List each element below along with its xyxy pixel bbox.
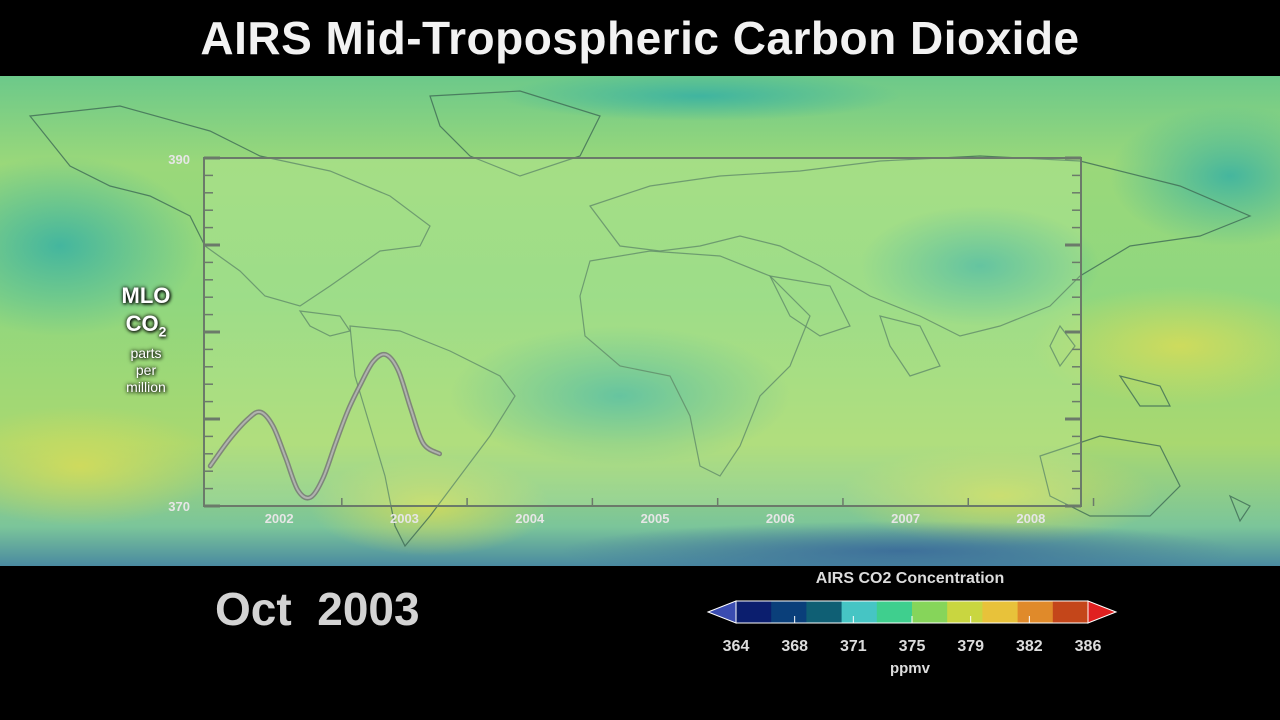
x-tick-label: 2003 bbox=[390, 511, 419, 526]
y-title-mlo: MLO bbox=[121, 283, 171, 308]
colorbar-tick-label: 371 bbox=[840, 638, 867, 655]
colorbar-segment bbox=[806, 601, 843, 623]
colorbar-segment bbox=[841, 601, 878, 623]
co2-map-image: 390 370 2002 2003 2004 2005 2006 2007 2008 bbox=[0, 76, 1280, 566]
colorbar-segment bbox=[947, 601, 983, 623]
colorbar-tick-label: 379 bbox=[957, 638, 984, 655]
colorbar-units: ppmv bbox=[889, 660, 930, 677]
colorbar-segment bbox=[1052, 601, 1089, 623]
y-title-million: million bbox=[126, 379, 166, 396]
y-title-co2: CO2 bbox=[125, 311, 167, 340]
colorbar-low-arrow bbox=[706, 600, 737, 624]
mlo-co2-series-highlight bbox=[209, 353, 441, 500]
y-axis-title: MLO CO2 parts per million bbox=[106, 282, 186, 396]
y-max-label: 390 bbox=[168, 152, 190, 167]
x-tick-label: 2006 bbox=[766, 511, 795, 526]
colorbar-title: AIRS CO2 Concentration bbox=[815, 570, 1005, 587]
title-bar: AIRS Mid-Tropospheric Carbon Dioxide bbox=[0, 0, 1280, 76]
y-title-parts: parts bbox=[130, 345, 162, 362]
colorbar-segment bbox=[912, 601, 948, 623]
colorbar-segment bbox=[1017, 601, 1054, 623]
y-title-per: per bbox=[135, 362, 157, 379]
y-min-label: 370 bbox=[168, 499, 190, 514]
colorbar-tick-label: 364 bbox=[723, 638, 750, 655]
colorbar: 364 368 371 375 379 382 386 bbox=[706, 600, 1118, 655]
colorbar-tick-label: 368 bbox=[781, 638, 808, 655]
x-tick-label: 2007 bbox=[891, 511, 920, 526]
colorbar-segment bbox=[876, 601, 913, 623]
colorbar-segment bbox=[771, 601, 807, 623]
x-tick-label: 2004 bbox=[515, 511, 545, 526]
colorbar-high-arrow bbox=[1087, 600, 1118, 624]
colorbar-tick-label: 375 bbox=[899, 638, 926, 655]
colorbar-tick-label: 386 bbox=[1075, 638, 1102, 655]
page-title: AIRS Mid-Tropospheric Carbon Dioxide bbox=[200, 12, 1080, 64]
date-label: Oct 2003 bbox=[215, 583, 420, 635]
colorbar-tick-label: 382 bbox=[1016, 638, 1043, 655]
x-tick-label: 2008 bbox=[1016, 511, 1045, 526]
colorbar-segment bbox=[982, 601, 1019, 623]
x-tick-label: 2005 bbox=[641, 511, 670, 526]
co2-world-map: 390 370 2002 2003 2004 2005 2006 2007 2008 bbox=[0, 76, 1280, 566]
colorbar-segment bbox=[736, 601, 772, 623]
x-tick-label: 2002 bbox=[265, 511, 294, 526]
